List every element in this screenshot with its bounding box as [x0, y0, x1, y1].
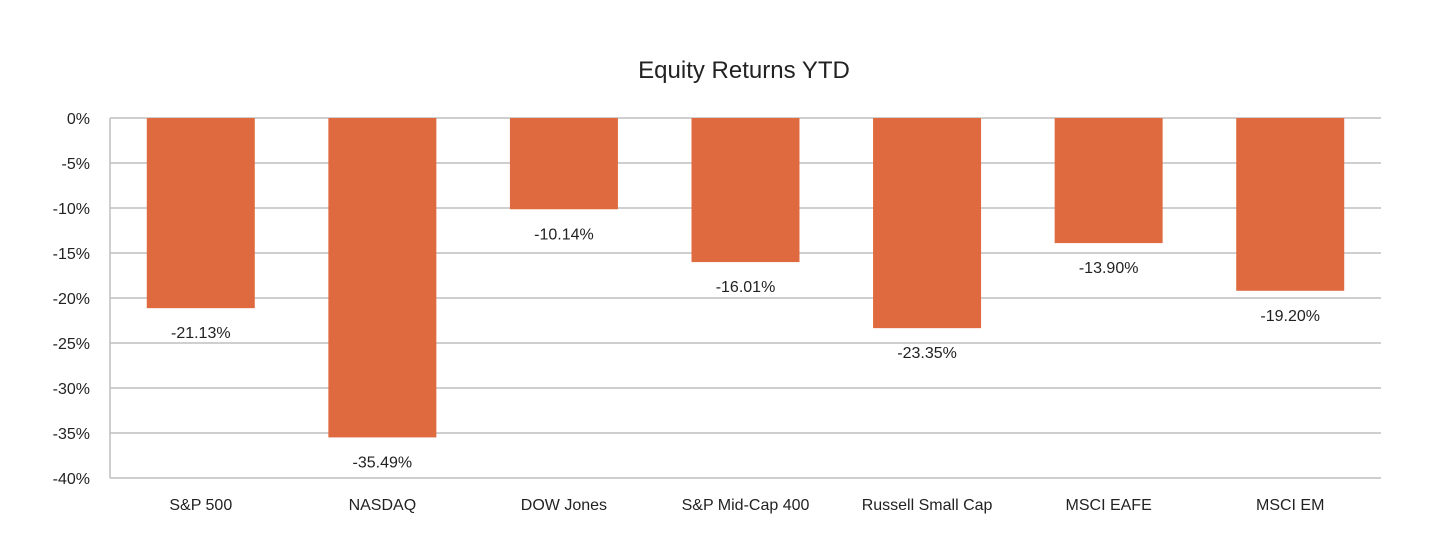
data-label: -19.20% — [1260, 308, 1320, 325]
x-category-label: Russell Small Cap — [862, 497, 993, 514]
y-tick-label: -35% — [53, 426, 90, 443]
x-category-label: S&P Mid-Cap 400 — [682, 497, 810, 514]
y-tick-label: -20% — [53, 291, 90, 308]
y-axis-ticks: 0% -5% -10% -15% -20% -25% -30% -35% -40% — [53, 111, 90, 488]
x-category-label: DOW Jones — [521, 497, 607, 514]
x-category-label: NASDAQ — [349, 497, 417, 514]
x-category-label: MSCI EAFE — [1066, 497, 1152, 514]
gridlines — [109, 117, 1381, 479]
x-axis-categories: S&P 500 NASDAQ DOW Jones S&P Mid-Cap 400 Rus… — [169, 497, 1324, 514]
bar — [328, 118, 437, 438]
data-label: -10.14% — [534, 226, 594, 243]
data-label: -16.01% — [716, 279, 776, 296]
x-category-label: S&P 500 — [169, 497, 232, 514]
data-label: -21.13% — [171, 325, 231, 342]
data-label: -13.90% — [1079, 260, 1139, 277]
y-tick-label: -40% — [53, 471, 90, 488]
y-tick-label: 0% — [67, 111, 90, 128]
y-tick-label: -30% — [53, 381, 90, 398]
data-label: -23.35% — [897, 345, 957, 362]
bar — [509, 118, 618, 210]
bar — [1054, 118, 1163, 244]
x-category-label: MSCI EM — [1256, 497, 1324, 514]
chart-title: Equity Returns YTD — [638, 57, 850, 84]
y-tick-label: -15% — [53, 246, 90, 263]
y-tick-label: -25% — [53, 336, 90, 353]
bar — [873, 118, 982, 329]
data-labels: -21.13% -35.49% -10.14% -16.01% -23.35% -13.9… — [171, 226, 1320, 471]
y-tick-label: -5% — [62, 156, 90, 173]
bar — [146, 118, 255, 309]
bar — [691, 118, 800, 263]
data-label: -35.49% — [353, 454, 413, 471]
y-tick-label: -10% — [53, 201, 90, 218]
bar — [1236, 118, 1345, 291]
bars — [146, 118, 1345, 438]
